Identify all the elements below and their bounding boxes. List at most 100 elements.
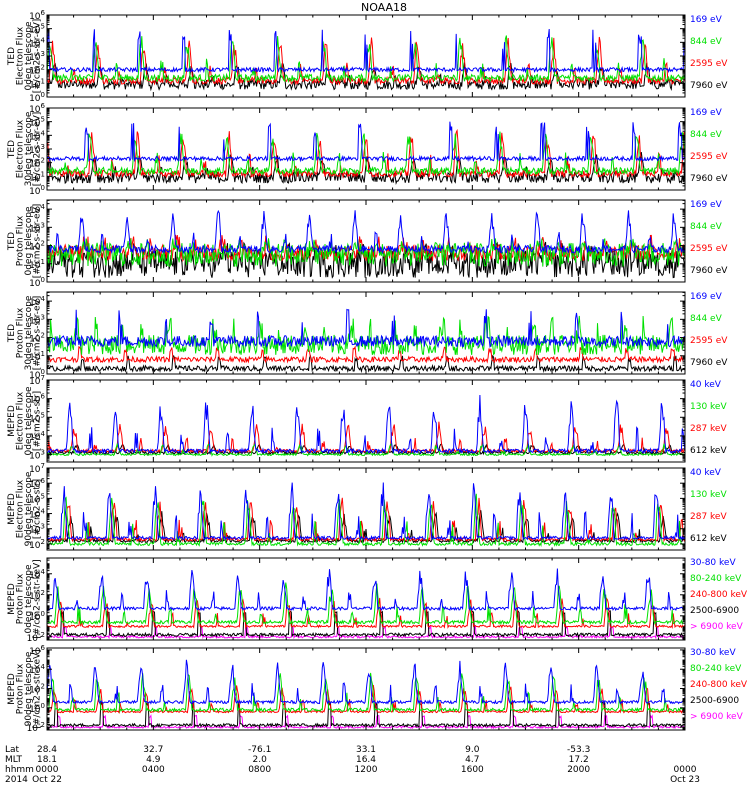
series-trace	[47, 497, 685, 543]
series-trace	[47, 345, 685, 364]
x-row-label: Lat	[5, 745, 20, 755]
legend-entry: 240-800 keV	[690, 680, 748, 690]
legend-entry: 844 eV	[690, 314, 723, 324]
panel-traces	[47, 568, 685, 640]
series-trace	[47, 121, 685, 163]
series-trace	[47, 354, 685, 374]
legend-entry: 240-800 keV	[690, 590, 748, 600]
legend-entry: 40 keV	[690, 468, 722, 478]
legend-entry: 287 keV	[690, 424, 727, 434]
x-row-label: hhmm	[5, 765, 34, 775]
legend-entry: 169 eV	[690, 292, 723, 302]
x-tick-value: 18.1	[37, 755, 57, 765]
panel-traces	[47, 121, 685, 186]
legend-entry: 844 eV	[690, 222, 723, 232]
x-tick-value: 28.4	[37, 745, 57, 755]
legend-entry: 80-240 keV	[690, 574, 742, 584]
series-trace	[47, 659, 685, 706]
series-trace	[47, 394, 685, 455]
legend-entry: 169 eV	[690, 200, 723, 210]
series-trace	[47, 238, 685, 267]
legend-entry: 130 keV	[690, 490, 727, 500]
series-trace	[47, 128, 685, 179]
series-trace	[47, 28, 685, 74]
series-trace	[47, 672, 685, 714]
legend-entry: 30-80 keV	[690, 558, 736, 568]
x-tick-value: 2000	[567, 765, 590, 775]
x-tick-value: 1200	[355, 765, 378, 775]
legend-entry: 612 keV	[690, 446, 727, 456]
legend-entry: 80-240 keV	[690, 664, 742, 674]
series-trace	[47, 131, 685, 177]
x-tick-value: 4.7	[465, 755, 479, 765]
series-trace	[47, 308, 685, 349]
series-trace	[47, 482, 685, 541]
panel-traces	[47, 394, 685, 457]
series-trace	[47, 315, 685, 356]
legend-entry: 169 eV	[690, 15, 723, 25]
x-tick-value: Oct 22	[32, 775, 62, 785]
x-tick-value: 9.0	[465, 745, 480, 755]
legend-entry: 7960 eV	[690, 266, 728, 276]
legend-entry: 30-80 keV	[690, 648, 736, 658]
x-tick-value: 0000	[674, 765, 697, 775]
y-axis-label: MEPEDElectron Flux0deg telescope[#/cm2-s…	[7, 386, 43, 456]
series-trace	[47, 441, 685, 457]
legend-entry: 7960 eV	[690, 358, 728, 368]
panel-frame	[46, 199, 686, 283]
series-trace	[47, 568, 685, 612]
y-axis-label: MEPEDElectron Flux90deg telescope[#/cm2-…	[7, 471, 43, 546]
series-trace	[47, 209, 685, 255]
legend-entry: > 6900 keV	[690, 712, 744, 722]
x-tick-value: 4.9	[146, 755, 161, 765]
legend-entry: 844 eV	[690, 37, 723, 47]
legend-entry: 2595 eV	[690, 244, 728, 254]
x-tick-value: 33.1	[356, 745, 376, 755]
x-tick-value: Oct 23	[670, 775, 700, 785]
x-row-label: MLT	[5, 755, 23, 765]
legend-entry: 287 keV	[690, 512, 727, 522]
legend-entry: 2595 eV	[690, 59, 728, 69]
x-tick-value: 32.7	[143, 745, 163, 755]
y-axis-label: TEDProton Flux0deg telescope[#/cm2-s-str…	[7, 204, 43, 279]
legend-entry: 612 keV	[690, 534, 727, 544]
legend-entry: > 6900 keV	[690, 622, 744, 632]
x-tick-value: 16.4	[356, 755, 376, 765]
series-trace	[47, 493, 685, 547]
series-trace	[47, 597, 685, 630]
y-axis-label: MEPEDProton Flux90deg telescope[#/cm2-s-…	[7, 649, 43, 728]
x-tick-value: 2.0	[253, 755, 268, 765]
x-tick-value: 1600	[461, 765, 484, 775]
legend-entry: 2595 eV	[690, 152, 728, 162]
y-axis-label: TEDElectron Flux30deg telescope[#/cm2-s-…	[7, 111, 43, 186]
legend-entry: 7960 eV	[690, 174, 728, 184]
series-trace	[47, 35, 685, 84]
legend-entry: 2595 eV	[690, 336, 728, 346]
x-tick-value: -76.1	[248, 745, 271, 755]
legend-entry: 844 eV	[690, 130, 723, 140]
x-tick-value: 0400	[142, 765, 165, 775]
panel-traces	[47, 659, 685, 730]
legend-entry: 130 keV	[690, 402, 727, 412]
x-tick-value: 0800	[248, 765, 271, 775]
legend-entry: 2500-6900	[690, 696, 739, 706]
y-axis-label: TEDProton Flux30deg telescope[#/cm2-s-st…	[7, 295, 43, 370]
panel-traces	[47, 308, 685, 374]
chart-title: NOAA18	[361, 1, 407, 14]
panel-traces	[47, 209, 685, 279]
legend-entry: 7960 eV	[690, 81, 728, 91]
panel-traces	[47, 482, 685, 547]
series-trace	[47, 582, 685, 626]
x-tick-value: 0000	[36, 765, 59, 775]
x-row-label: 2014	[5, 775, 28, 785]
legend-entry: 169 eV	[690, 108, 723, 118]
